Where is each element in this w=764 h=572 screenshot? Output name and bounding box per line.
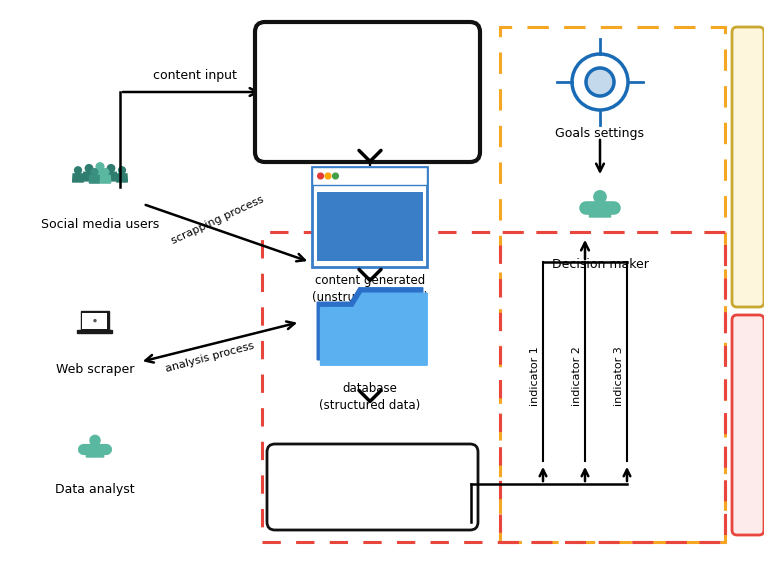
Circle shape	[594, 190, 606, 203]
Bar	[317, 192, 423, 261]
Text: indicator 3: indicator 3	[614, 346, 624, 406]
Circle shape	[75, 167, 82, 174]
Text: content input: content input	[153, 69, 237, 81]
Text: Decision maker: Decision maker	[552, 259, 649, 272]
Circle shape	[586, 68, 614, 96]
FancyBboxPatch shape	[732, 27, 764, 307]
Polygon shape	[83, 172, 95, 181]
Circle shape	[118, 167, 125, 174]
FancyBboxPatch shape	[267, 444, 478, 530]
Bar	[81, 311, 108, 330]
Bar	[83, 312, 108, 329]
Text: Explanatory level: Explanatory level	[742, 371, 755, 479]
Text: analysis process: analysis process	[164, 340, 255, 374]
Bar	[500, 27, 725, 542]
Text: Social media
platform: Social media platform	[296, 81, 445, 127]
Text: Web scraper: Web scraper	[56, 363, 134, 376]
Polygon shape	[105, 172, 117, 181]
Text: Goals settings: Goals settings	[555, 128, 645, 141]
Circle shape	[332, 173, 338, 179]
Polygon shape	[100, 176, 111, 183]
Polygon shape	[589, 203, 610, 217]
Text: content generated
(unstructured data): content generated (unstructured data)	[312, 274, 428, 304]
FancyBboxPatch shape	[732, 315, 764, 535]
Bar	[312, 167, 428, 185]
Polygon shape	[89, 176, 99, 183]
Circle shape	[90, 435, 100, 446]
Circle shape	[91, 169, 98, 175]
Bar	[262, 232, 725, 542]
Bar	[500, 232, 725, 542]
Text: Data analyst: Data analyst	[55, 483, 134, 496]
Circle shape	[86, 165, 92, 172]
Text: scrapping process: scrapping process	[170, 194, 266, 246]
Polygon shape	[321, 293, 427, 365]
Polygon shape	[94, 170, 106, 180]
Circle shape	[325, 173, 331, 179]
Text: Social media users: Social media users	[41, 217, 159, 231]
FancyBboxPatch shape	[255, 22, 480, 162]
Polygon shape	[317, 288, 422, 360]
Text: indicator 2: indicator 2	[572, 346, 582, 406]
Circle shape	[102, 169, 108, 175]
Polygon shape	[73, 174, 83, 182]
Circle shape	[318, 173, 323, 179]
Bar	[312, 167, 428, 267]
Text: descriptive analysis: descriptive analysis	[303, 470, 441, 484]
Polygon shape	[86, 446, 104, 457]
Polygon shape	[117, 174, 128, 182]
Bar	[77, 330, 112, 333]
Circle shape	[96, 163, 104, 170]
Circle shape	[94, 320, 96, 321]
Text: database
(structured data): database (structured data)	[319, 382, 421, 412]
Circle shape	[107, 165, 115, 172]
Text: indicator 1: indicator 1	[530, 346, 540, 406]
Text: Predictive level: Predictive level	[742, 119, 755, 215]
